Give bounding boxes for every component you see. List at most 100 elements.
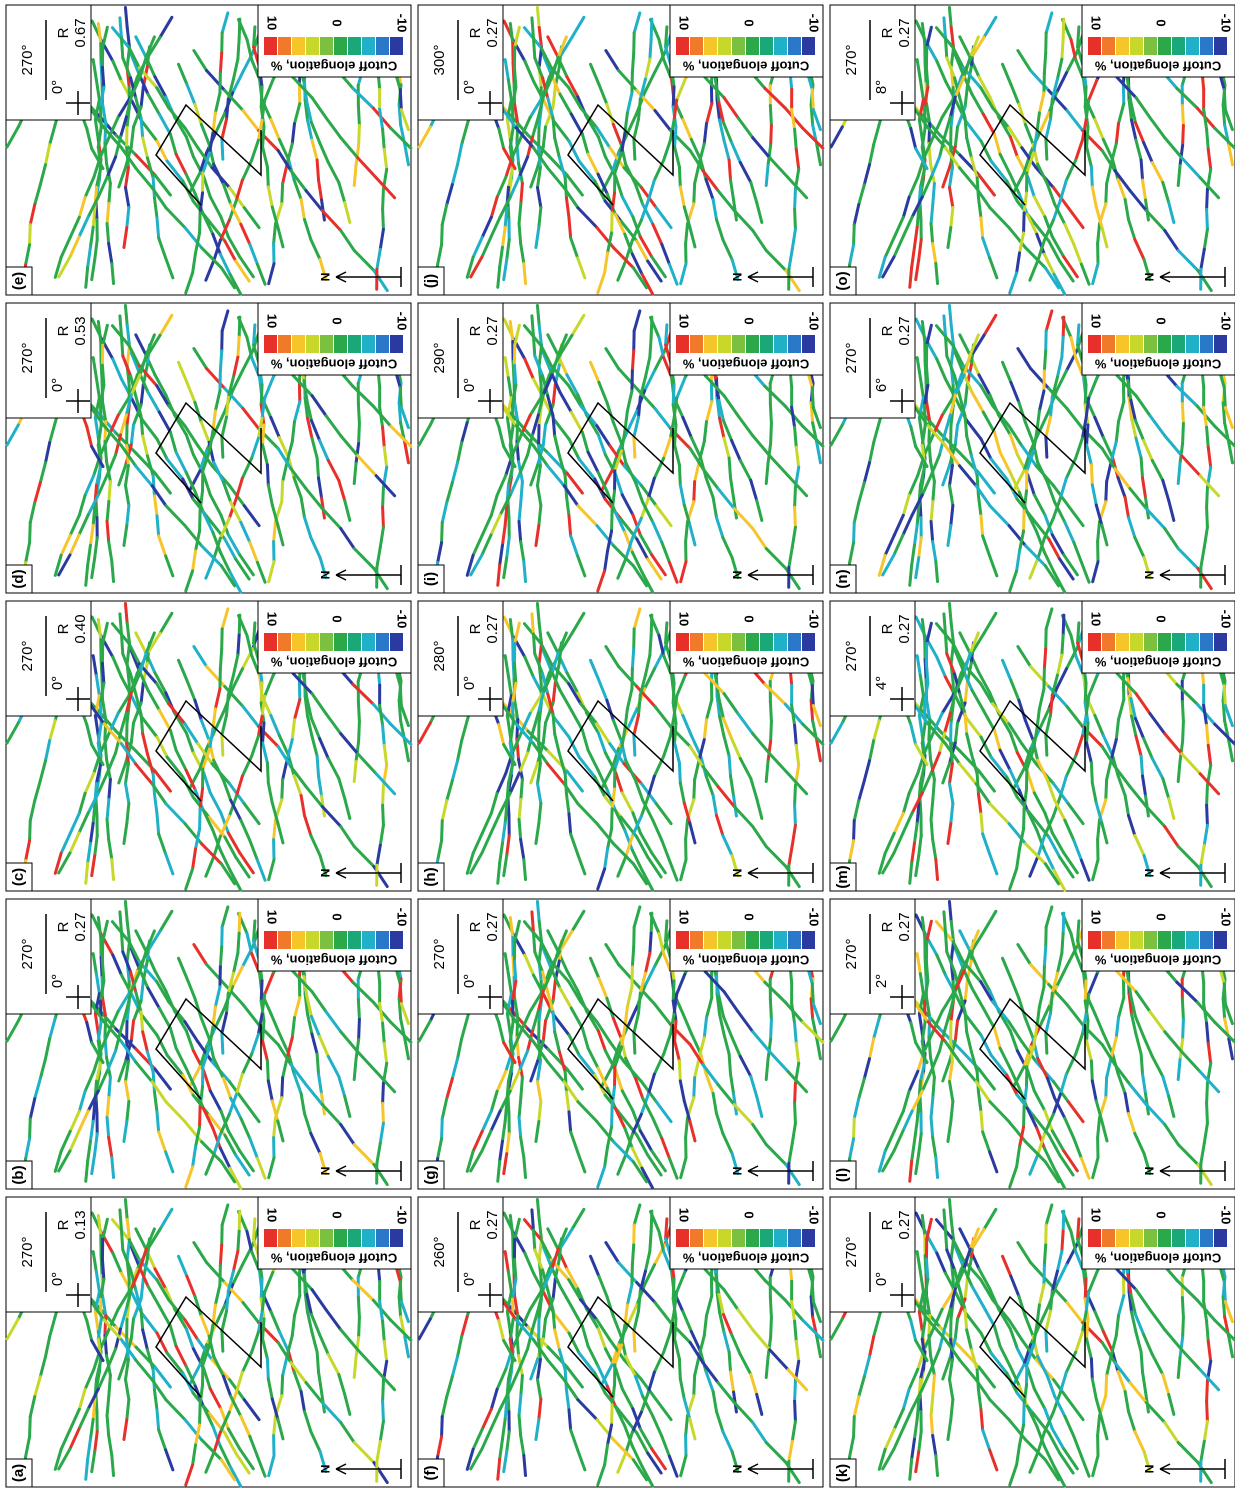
streamline <box>1046 735 1047 755</box>
legend-swatch <box>690 931 703 949</box>
streamline <box>651 1211 652 1231</box>
panel: 270°R0.274°100-10Cutoff elongation, %N(m… <box>830 601 1235 891</box>
streamline <box>222 437 223 457</box>
streamline <box>227 1291 229 1311</box>
legend-swatch <box>292 335 305 353</box>
streamline <box>383 785 384 805</box>
azimuth: 270° <box>843 640 860 671</box>
north: N <box>730 571 744 580</box>
legend-swatch <box>788 931 801 949</box>
streamline <box>729 458 730 478</box>
streamline <box>383 1103 384 1123</box>
streamline <box>854 821 855 841</box>
streamline <box>86 863 88 883</box>
streamline <box>498 863 500 883</box>
legend-swatch <box>292 37 305 55</box>
streamline <box>1207 1401 1208 1421</box>
streamline <box>505 803 507 823</box>
streamline <box>1224 686 1225 706</box>
legend-swatch <box>334 37 347 55</box>
streamline <box>112 263 114 283</box>
streamline <box>1141 1054 1142 1074</box>
streamline <box>112 1455 114 1475</box>
streamline <box>945 932 946 952</box>
streamline <box>634 1331 635 1351</box>
r-label: R <box>55 623 72 634</box>
streamline <box>945 634 946 654</box>
legend-swatch <box>1172 931 1185 949</box>
streamline <box>675 1021 676 1041</box>
streamline <box>519 1415 521 1435</box>
streamline <box>729 756 730 776</box>
legend-tick: -10 <box>807 1206 822 1225</box>
legend-swatch <box>1102 633 1115 651</box>
legend-swatch <box>760 37 773 55</box>
streamline <box>795 1381 796 1401</box>
streamline <box>933 1375 935 1395</box>
streamline <box>358 701 359 721</box>
streamline <box>795 1103 796 1123</box>
legend-swatch <box>732 37 745 55</box>
streamline <box>539 506 541 526</box>
streamline <box>1207 1381 1208 1401</box>
legend-swatch <box>760 633 773 651</box>
tilt: 0° <box>461 1272 478 1286</box>
streamline <box>127 804 129 824</box>
streamline <box>1046 1331 1047 1351</box>
streamline <box>854 1417 855 1437</box>
r-value: 0.67 <box>72 18 89 47</box>
legend-swatch <box>774 1229 787 1247</box>
streamline <box>519 501 521 521</box>
streamline <box>1141 756 1142 776</box>
streamline <box>673 1279 674 1299</box>
streamline <box>1207 725 1209 745</box>
streamline <box>1183 1019 1184 1039</box>
streamline <box>766 463 768 483</box>
streamline <box>238 1231 239 1251</box>
streamline <box>227 695 229 715</box>
streamline <box>521 481 523 501</box>
legend-title: Cutoff elongation, % <box>682 1251 809 1266</box>
r-label: R <box>467 1219 484 1230</box>
legend-swatch <box>1200 633 1213 651</box>
legend-swatch <box>306 931 319 949</box>
legend-tick: -10 <box>395 908 410 927</box>
legend-swatch <box>292 1229 305 1247</box>
streamline <box>107 1415 109 1435</box>
legend-swatch <box>676 633 689 651</box>
streamline <box>965 714 967 734</box>
streamline <box>951 804 953 824</box>
streamline <box>261 981 262 1001</box>
azimuth: 300° <box>431 44 448 75</box>
streamline <box>539 804 541 824</box>
streamline <box>519 1395 521 1415</box>
streamline <box>1207 785 1208 805</box>
north: N <box>1142 1167 1156 1176</box>
streamline <box>1087 1319 1088 1339</box>
streamline <box>929 1017 930 1037</box>
legend-swatch <box>306 633 319 651</box>
legend-swatch <box>362 931 375 949</box>
legend-swatch <box>788 633 801 651</box>
legend-title: Cutoff elongation, % <box>1094 655 1221 670</box>
streamline <box>553 714 555 734</box>
streamline <box>795 1023 797 1043</box>
streamline <box>157 814 159 834</box>
azimuth: 270° <box>19 1236 36 1267</box>
azimuth: 270° <box>843 1236 860 1267</box>
streamline <box>673 87 674 107</box>
legend-swatch <box>376 931 389 949</box>
streamline <box>650 337 651 357</box>
azimuth: 270° <box>431 938 448 969</box>
streamline <box>121 336 122 356</box>
streamline <box>694 780 695 800</box>
tilt: 0° <box>461 80 478 94</box>
tilt: 0° <box>873 1272 890 1286</box>
legend-swatch <box>1186 1229 1199 1247</box>
tilt: 2° <box>873 974 890 988</box>
legend-swatch <box>334 335 347 353</box>
legend-swatch <box>264 335 277 353</box>
legend-tick: 0 <box>742 1211 757 1218</box>
legend-swatch <box>1130 1229 1143 1247</box>
legend-swatch <box>676 335 689 353</box>
